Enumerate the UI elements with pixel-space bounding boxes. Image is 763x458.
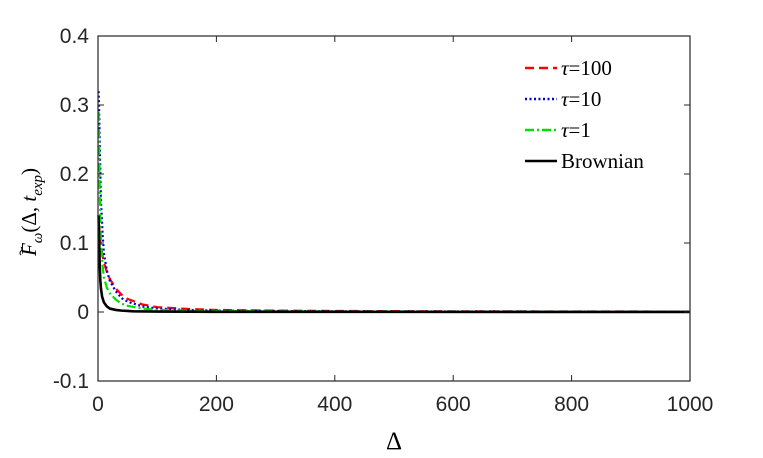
x-tick-label: 0: [92, 393, 104, 416]
legend-tau: τ: [561, 56, 570, 80]
x-axis-label: Δ: [386, 428, 402, 455]
legend-label-3: Brownian: [561, 149, 644, 173]
legend-tau: τ: [561, 118, 570, 142]
legend-label-1: τ=10: [561, 87, 601, 111]
y-label-t: t: [17, 195, 41, 202]
x-tick-label: 800: [554, 393, 589, 416]
y-label-omega: ω: [30, 233, 46, 244]
y-label-args-open: (Δ,: [17, 202, 41, 233]
legend-value: =100: [569, 56, 612, 80]
y-tick-label: 0.4: [60, 25, 90, 48]
x-tick-label: 400: [317, 393, 352, 416]
series-layer: [97, 91, 691, 314]
y-label-exp: exp: [30, 174, 46, 195]
y-label-f: F: [17, 243, 41, 257]
x-tick-label: 200: [199, 393, 234, 416]
x-tick-label: 600: [436, 393, 471, 416]
y-tick-label: -0.1: [53, 370, 89, 393]
y-tick-label: 0.1: [60, 232, 89, 255]
y-tick-label: 0.2: [60, 163, 89, 186]
y-axis-label: Fω(Δ, texp): [17, 168, 46, 257]
legend-value: =10: [569, 87, 602, 111]
legend-value: Brownian: [561, 149, 644, 173]
y-label-tilde: [19, 246, 23, 256]
legend-tau: τ: [561, 87, 570, 111]
legend-label-0: τ=100: [561, 56, 612, 80]
y-label-args-close: ): [17, 168, 41, 175]
legend-value: =1: [569, 118, 591, 142]
legend-label-2: τ=1: [561, 118, 591, 142]
x-tick-label: 1000: [667, 393, 714, 416]
y-tick-label: 0: [77, 301, 89, 324]
y-tick-label: 0.3: [60, 94, 89, 117]
plot-frame: [97, 35, 691, 382]
ticks-layer: 0 200 400 600 800 1000-0.100.10.20.30.4: [53, 25, 714, 416]
series-line-3: [97, 215, 690, 314]
plot-background: [98, 36, 690, 381]
